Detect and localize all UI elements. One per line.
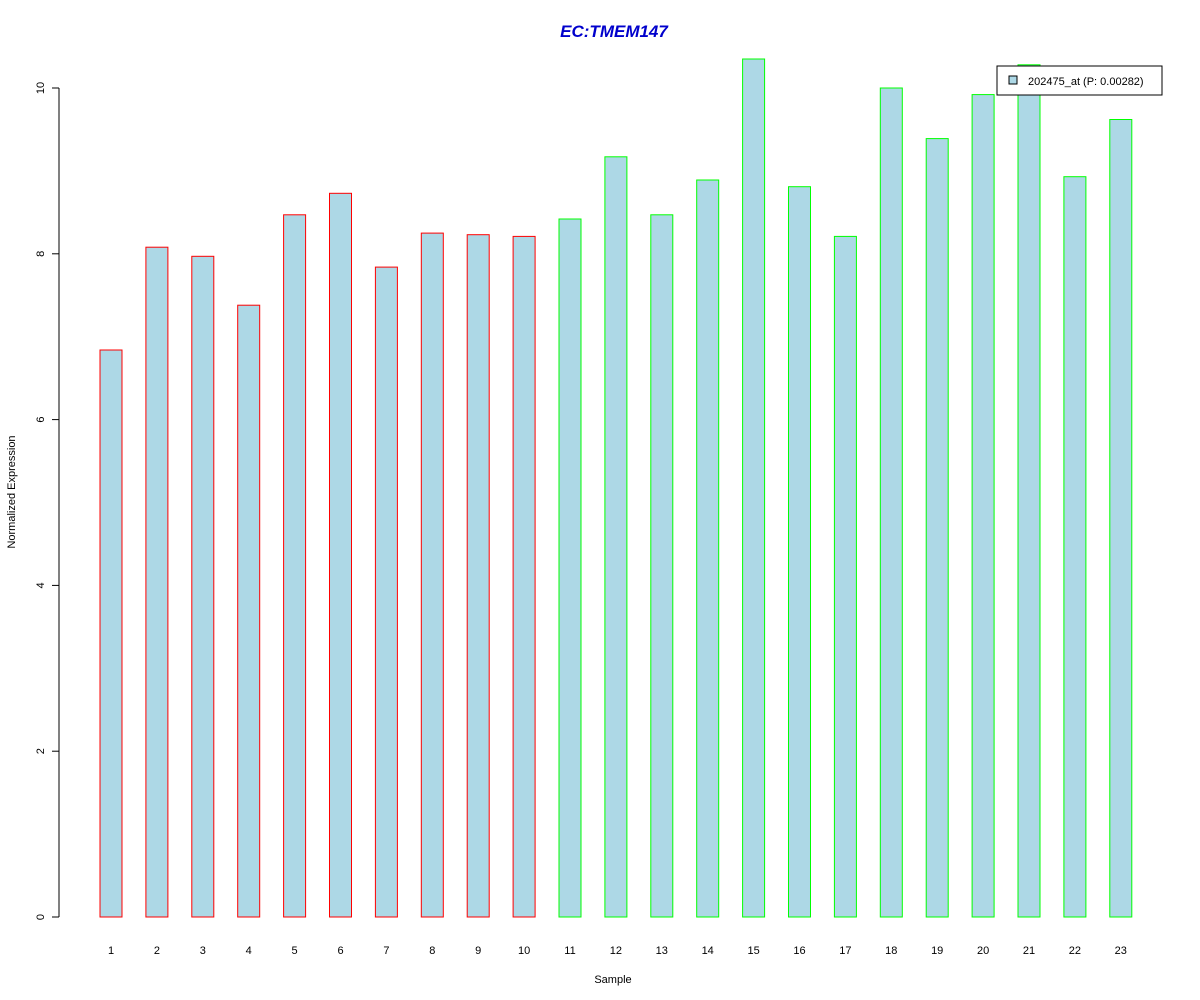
x-tick-label: 11 — [564, 945, 575, 957]
x-tick-label: 16 — [793, 945, 805, 957]
y-tick-label: 4 — [35, 582, 47, 588]
x-tick-label: 19 — [931, 945, 943, 957]
x-tick-label: 6 — [337, 945, 343, 957]
bar-sample-7 — [374, 266, 398, 918]
bars-layer — [99, 58, 1133, 918]
bar-sample-13 — [650, 214, 674, 918]
y-tick-label: 8 — [35, 251, 47, 257]
bar-sample-1 — [99, 349, 123, 918]
bar-sample-5 — [283, 214, 307, 918]
bar-sample-16 — [788, 186, 811, 918]
legend-label: 202475_at (P: 0.00282) — [1028, 76, 1144, 88]
bar-sample-11 — [558, 218, 582, 918]
y-tick-label: 0 — [35, 914, 47, 920]
bar-sample-2 — [145, 246, 169, 918]
legend-box — [996, 65, 1163, 96]
x-tick-label: 13 — [656, 945, 668, 957]
x-tick-label: 23 — [1115, 945, 1127, 957]
y-axis-label: Normalized Expression — [6, 435, 18, 548]
x-tick-label: 2 — [154, 945, 160, 957]
y-axis: 0 2 4 6 8 10 — [35, 82, 60, 920]
x-tick-label: 15 — [747, 945, 759, 957]
bar-sample-18 — [879, 87, 903, 918]
x-tick-label: 9 — [475, 945, 481, 957]
bar-sample-15 — [742, 58, 766, 918]
x-tick-label: 1 — [108, 945, 114, 957]
bar-sample-4 — [237, 304, 261, 918]
bar-sample-21 — [1017, 64, 1041, 918]
x-tick-label: 17 — [839, 945, 851, 957]
bar-sample-17 — [833, 235, 857, 918]
bar-sample-10 — [512, 235, 536, 918]
y-tick-label: 6 — [35, 417, 47, 423]
y-tick-label: 2 — [35, 748, 47, 754]
y-tick-label: 10 — [35, 82, 47, 94]
x-axis-label: Sample — [594, 974, 631, 986]
bar-sample-20 — [971, 94, 995, 918]
x-tick-label: 5 — [292, 945, 298, 957]
x-tick-label: 7 — [383, 945, 389, 957]
bar-sample-3 — [191, 255, 215, 918]
x-tick-labels: 1 2 3 4 5 6 7 8 9 10 11 12 13 14 15 16 17 18 19 20 21 22 23 — [108, 945, 1127, 957]
bar-sample-9 — [466, 234, 490, 918]
bar-sample-22 — [1063, 176, 1087, 918]
x-tick-label: 4 — [246, 945, 252, 957]
x-tick-label: 12 — [610, 945, 622, 957]
bar-sample-6 — [329, 192, 352, 918]
x-tick-label: 8 — [429, 945, 435, 957]
legend: 202475_at (P: 0.00282) — [996, 65, 1163, 96]
legend-swatch — [1008, 75, 1018, 85]
bar-sample-14 — [696, 179, 720, 918]
x-tick-label: 20 — [977, 945, 989, 957]
bar-sample-12 — [604, 156, 628, 918]
bar-sample-19 — [925, 138, 949, 918]
x-tick-label: 22 — [1069, 945, 1081, 957]
x-tick-label: 10 — [518, 945, 530, 957]
bar-sample-8 — [420, 232, 444, 918]
x-tick-label: 21 — [1023, 945, 1035, 957]
x-tick-label: 3 — [200, 945, 206, 957]
x-tick-label: 18 — [885, 945, 897, 957]
chart-title: EC:TMEM147 — [560, 22, 669, 41]
bar-sample-23 — [1109, 119, 1133, 918]
x-tick-label: 14 — [702, 945, 714, 957]
